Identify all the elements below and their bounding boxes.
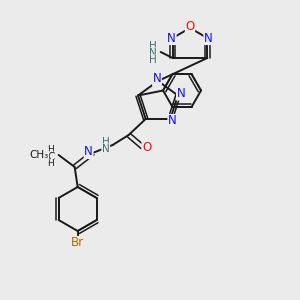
Text: Br: Br [71,236,84,250]
Text: O: O [142,142,151,154]
Text: H: H [149,55,157,65]
Text: N: N [102,144,110,154]
Text: N: N [177,87,185,100]
Text: H: H [47,146,54,154]
Text: N: N [149,48,157,58]
Text: H: H [102,137,110,147]
Text: H: H [149,41,157,51]
Text: N: N [84,146,93,158]
Text: N: N [168,115,177,128]
Text: N: N [167,32,176,44]
Text: O: O [185,20,195,34]
Text: H: H [47,160,54,169]
Text: CH₃: CH₃ [29,150,49,160]
Text: C: C [47,152,54,162]
Text: N: N [204,32,213,44]
Text: N: N [153,73,161,85]
